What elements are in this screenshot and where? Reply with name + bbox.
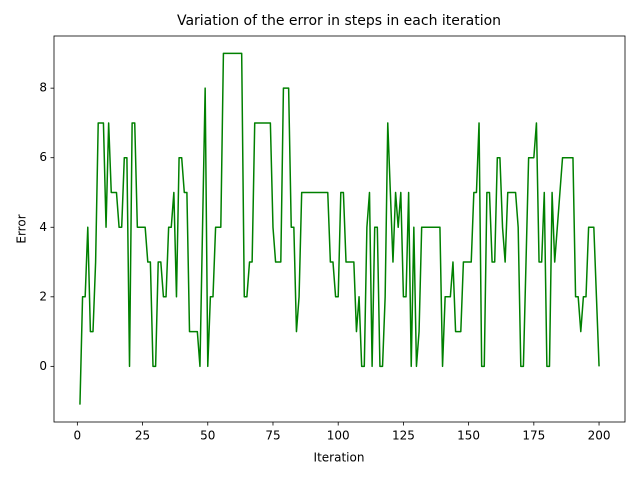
- x-axis-label: Iteration: [314, 451, 365, 465]
- chart-title: Variation of the error in steps in each …: [177, 13, 501, 29]
- x-tick-label: 100: [327, 429, 350, 443]
- y-tick-label: 8: [39, 81, 47, 95]
- x-tick-label: 200: [588, 429, 611, 443]
- y-tick-label: 6: [39, 150, 47, 164]
- x-tick-label: 25: [135, 429, 150, 443]
- x-tick-label: 0: [74, 429, 82, 443]
- y-tick-label: 4: [39, 220, 47, 234]
- x-tick-label: 50: [200, 429, 215, 443]
- data-line: [79, 52, 600, 405]
- x-tick-label: 125: [392, 429, 415, 443]
- y-tick-label: 2: [39, 289, 47, 303]
- y-axis-label: Error: [15, 214, 29, 243]
- plot-frame: [53, 35, 626, 423]
- x-tick-label: 175: [522, 429, 545, 443]
- x-tick-label: 150: [457, 429, 480, 443]
- y-tick-label: 0: [39, 359, 47, 373]
- x-tick-label: 75: [265, 429, 280, 443]
